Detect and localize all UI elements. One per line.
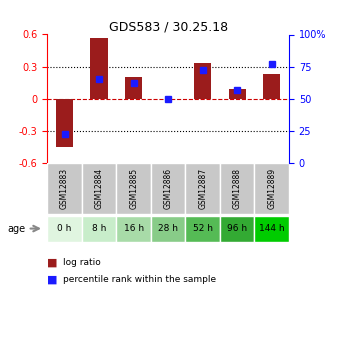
Text: GSM12884: GSM12884 [95,168,104,209]
Bar [116,216,151,242]
Text: GSM12889: GSM12889 [267,168,276,209]
Bar [91,38,108,99]
Text: 16 h: 16 h [124,224,144,233]
Bar [220,162,255,214]
Bar [194,63,211,99]
Text: ■: ■ [47,257,58,267]
Bar [255,162,289,214]
Bar [255,216,289,242]
Text: 28 h: 28 h [158,224,178,233]
Bar [56,99,73,147]
Bar [151,162,186,214]
Text: percentile rank within the sample: percentile rank within the sample [63,275,216,284]
Text: GSM12888: GSM12888 [233,168,242,209]
Bar [82,216,116,242]
Text: GSM12885: GSM12885 [129,168,138,209]
Text: 52 h: 52 h [193,224,213,233]
Text: GSM12883: GSM12883 [60,168,69,209]
Title: GDS583 / 30.25.18: GDS583 / 30.25.18 [108,20,228,33]
Bar [186,162,220,214]
Bar [228,89,246,99]
Text: log ratio: log ratio [63,258,100,267]
Text: age: age [7,224,26,234]
Text: ■: ■ [47,275,58,284]
Bar [220,216,255,242]
Text: 0 h: 0 h [57,224,72,233]
Text: GSM12887: GSM12887 [198,168,207,209]
Bar [263,74,280,99]
Bar [151,216,186,242]
Bar [82,162,116,214]
Bar [186,216,220,242]
Bar [47,216,82,242]
Bar [47,162,82,214]
Bar [116,162,151,214]
Text: GSM12886: GSM12886 [164,168,173,209]
Text: 144 h: 144 h [259,224,285,233]
Bar [125,77,142,99]
Text: 96 h: 96 h [227,224,247,233]
Text: 8 h: 8 h [92,224,106,233]
